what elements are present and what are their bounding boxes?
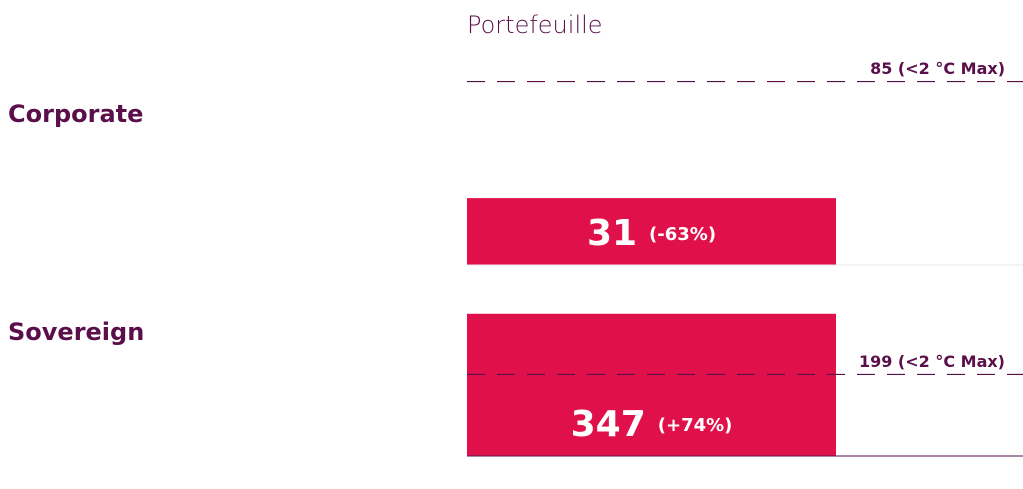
change-label: (+74%)	[658, 415, 733, 436]
change-label: (-63%)	[649, 224, 716, 245]
value-number: 31	[587, 213, 637, 254]
reference-label: 85 (<2 °C Max)	[870, 59, 1005, 78]
category-label: Sovereign	[8, 318, 144, 346]
reference-label: 199 (<2 °C Max)	[859, 352, 1005, 371]
value-number: 347	[571, 404, 646, 445]
bar	[467, 198, 836, 265]
value-label: 31 (-63%)	[587, 213, 716, 254]
bar	[467, 313, 836, 456]
value-label: 347 (+74%)	[571, 404, 733, 445]
column-header: Portefeuille	[467, 11, 603, 39]
category-label: Corporate	[8, 100, 143, 128]
